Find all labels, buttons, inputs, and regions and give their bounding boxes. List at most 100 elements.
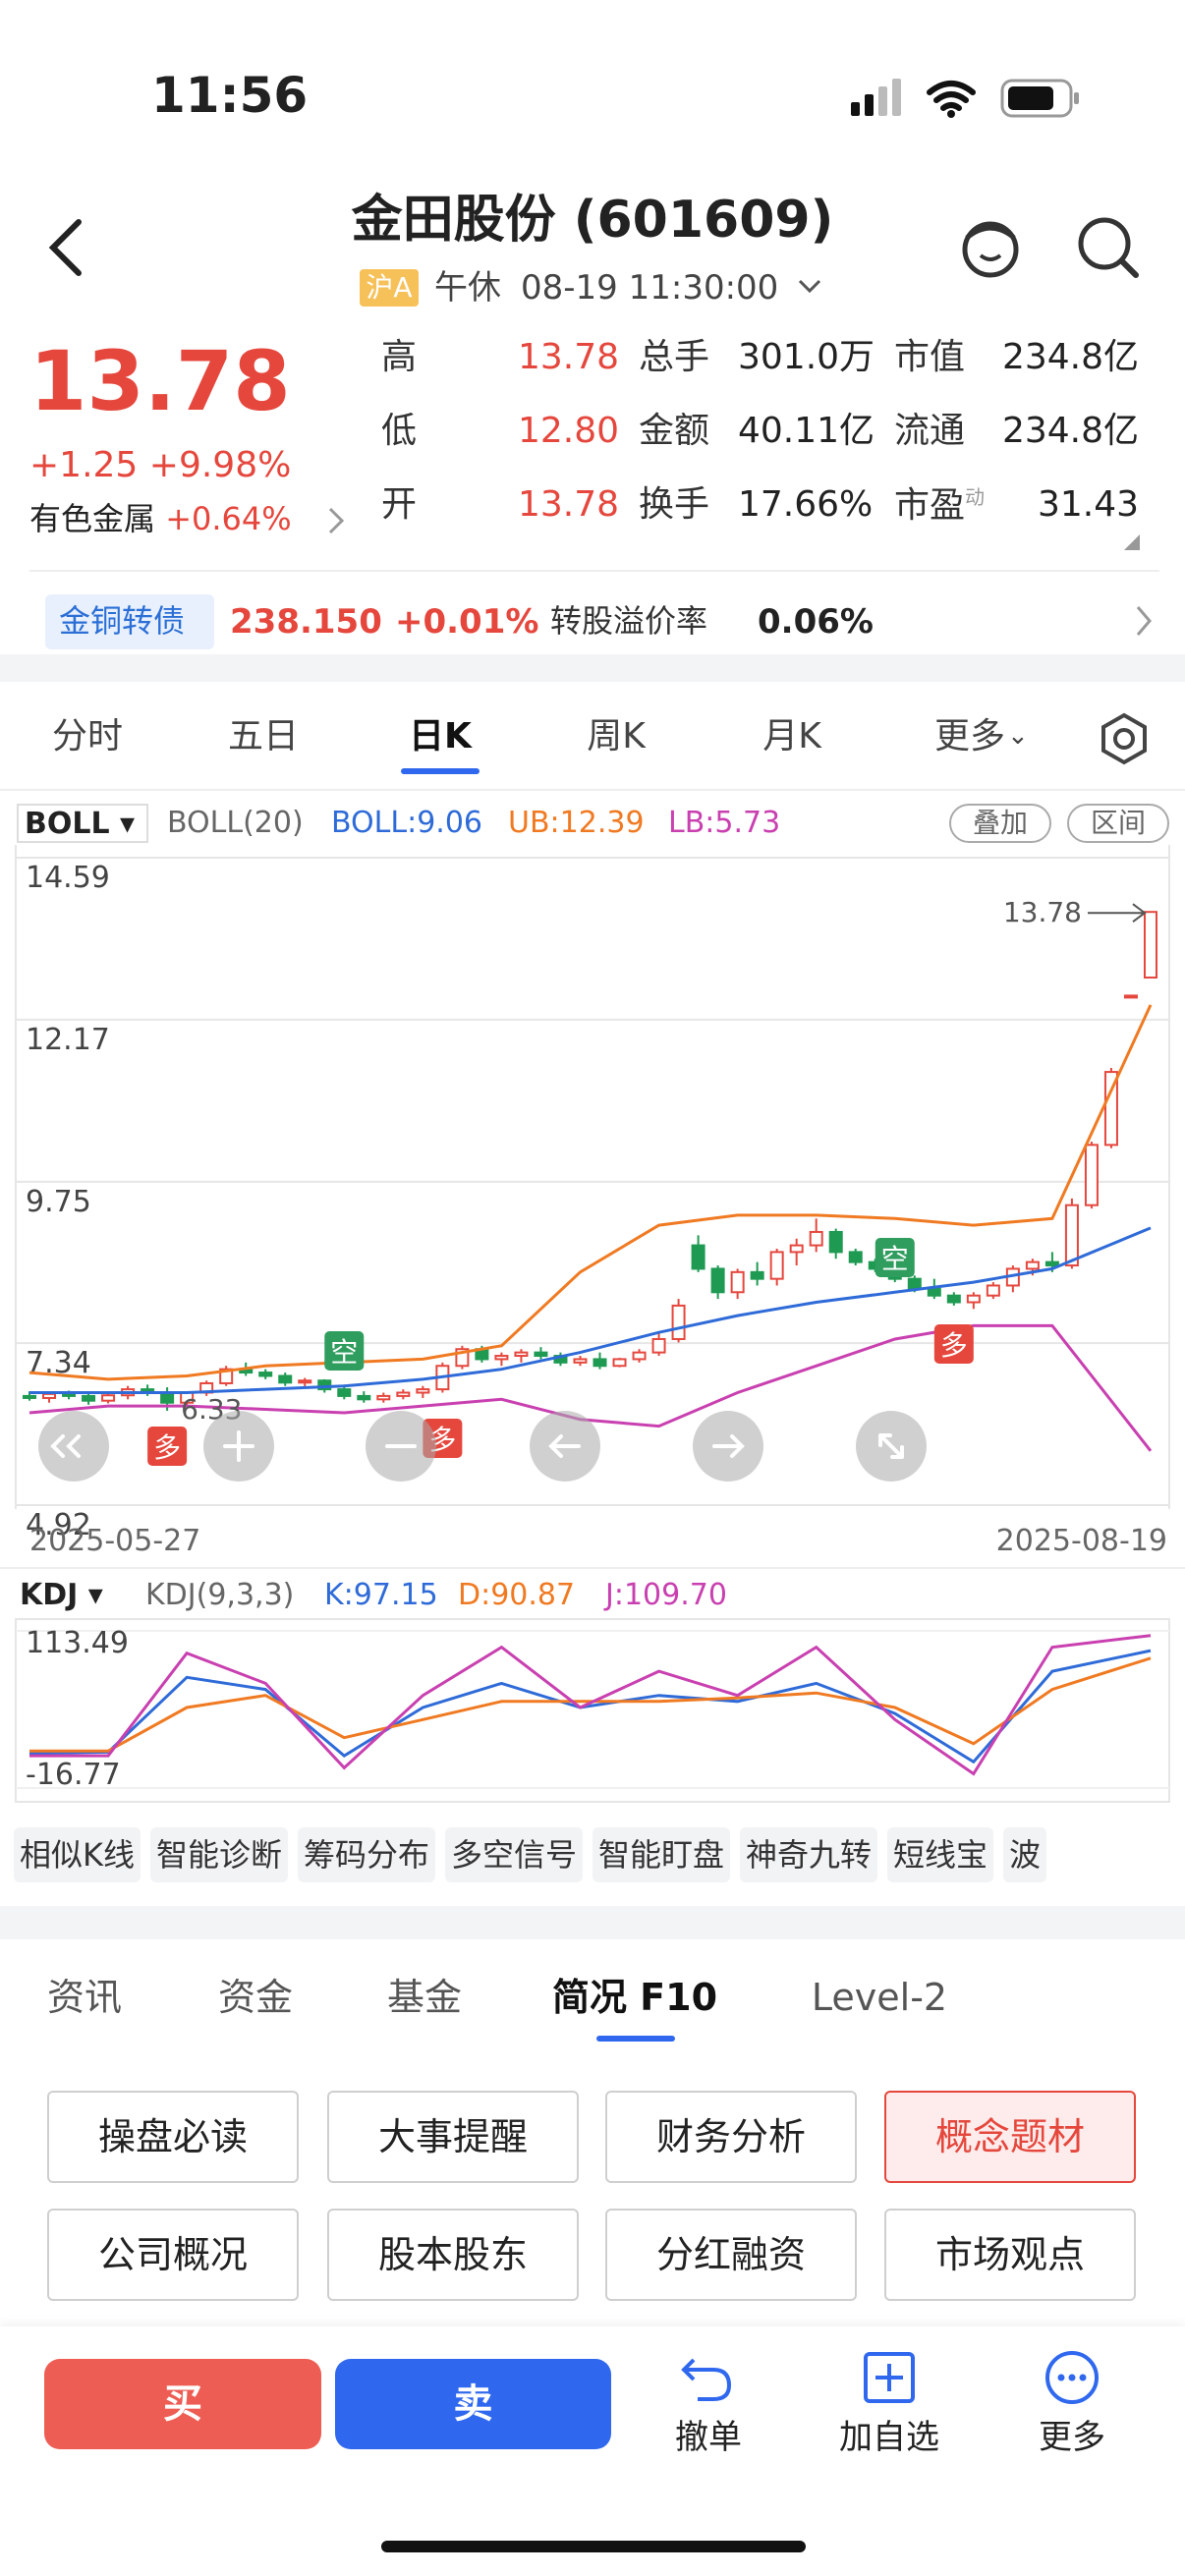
y-tick-label: -16.77 [26,1758,121,1792]
chart-tab[interactable]: 分时 [51,716,123,756]
candle-body [1103,1071,1118,1147]
candle-body [1123,994,1138,999]
sell-button[interactable]: 卖 [335,2359,611,2449]
candle-body [278,1374,293,1384]
range-button[interactable]: 区间 [1067,804,1169,843]
chart-tab[interactable]: 月K [762,716,821,756]
signal-tag [875,1238,915,1277]
date-start: 2025-05-27 [29,1524,200,1558]
chart-control[interactable] [38,1411,109,1482]
candle-body [592,1358,607,1368]
dropdown-icon [798,279,821,294]
signal-tag [324,1331,365,1371]
back-button[interactable] [39,216,98,279]
candle-body [1143,911,1157,979]
chart-tab[interactable]: 更多 [933,716,1005,756]
tool-chip[interactable]: 智能诊断 [150,1827,289,1882]
kdj-indicator: KDJ [20,1578,79,1612]
tool-chip[interactable]: 神奇九转 [740,1827,878,1882]
candle-body [828,1230,843,1254]
stat-label: 换手 [639,484,710,525]
indicator-select[interactable]: BOLL ▾ [17,804,148,843]
settings-icon[interactable] [1097,711,1152,766]
pe-sup: 动 [965,485,986,509]
watch-icon[interactable] [860,2348,919,2407]
f10-button[interactable]: 分红融资 [605,2209,857,2301]
date-end: 2025-08-19 [996,1524,1167,1558]
chart-tab[interactable]: 日K [409,716,472,756]
stat-value: 13.78 [518,484,620,525]
y-tick-label: 14.59 [26,861,110,895]
kdj-select[interactable]: KDJ ▾ [20,1578,103,1612]
buy-button[interactable]: 买 [44,2359,321,2449]
stat-label: 开 [381,484,418,525]
f10-button[interactable]: 大事提醒 [327,2091,579,2183]
tool-chip[interactable]: 多空信号 [445,1827,584,1882]
y-tick-label: 113.49 [26,1626,129,1660]
sector-row[interactable]: 有色金属 +0.64% [29,503,292,534]
high-label: 13.78 [1003,896,1082,928]
tab-caret: ⌄ [1007,721,1029,751]
tool-chip[interactable]: 波 [1003,1827,1047,1882]
f10-button[interactable]: 公司概况 [47,2209,299,2301]
f10-button[interactable]: 操盘必读 [47,2091,299,2183]
action-label[interactable]: 更多 [1039,2418,1105,2457]
chart-control-icon [712,1434,745,1458]
candle-body [789,1244,804,1254]
bond-tag-bg [45,594,214,649]
tool-chip[interactable]: 相似K线 [14,1827,141,1882]
overlay-button[interactable]: 叠加 [949,804,1051,843]
tab-underline [401,768,480,774]
candle-body [986,1284,1000,1297]
f10-button[interactable]: 财务分析 [605,2091,857,2183]
change-row: +1.25 +9.98% [29,448,291,483]
candle-body [927,1287,941,1297]
change: +1.25 [29,445,139,485]
action-label[interactable]: 加自选 [839,2418,939,2457]
f10-button[interactable]: 概念题材 [884,2091,1136,2183]
candle-body [907,1277,922,1290]
signal-tag [933,1324,974,1364]
f10-button[interactable]: 市场观点 [884,2209,1136,2301]
chart-control-icon [878,1433,904,1459]
datetime[interactable]: 08-19 11:30:00 [521,268,779,308]
chart-tab[interactable]: 五日 [227,716,299,756]
info-tab[interactable]: 简况 F10 [551,1976,718,2019]
candle-body [337,1388,352,1397]
separator [0,1906,1185,1939]
chart-tab[interactable]: 周K [587,716,646,756]
kdj-line [29,1634,1152,1776]
f10-button[interactable]: 股本股东 [327,2209,579,2301]
candle-body [396,1391,411,1397]
assistant-icon[interactable] [953,208,1032,287]
action-label[interactable]: 撤单 [675,2418,742,2457]
candle-body [612,1358,627,1368]
signal-label: 空 [881,1243,909,1275]
more-icon[interactable] [1043,2348,1101,2407]
cancel-icon[interactable] [678,2348,737,2407]
info-tab[interactable]: 资讯 [46,1976,122,2019]
home-indicator [381,2541,806,2552]
kdj-line [29,1656,1152,1753]
candle-body [23,1394,37,1399]
info-tab[interactable]: 基金 [386,1976,462,2019]
info-tab[interactable]: Level-2 [811,1976,948,2019]
stock-title: 金田股份 (601609) [351,191,834,250]
candle-body [376,1394,391,1401]
expand-mark [1124,534,1140,550]
candle-body [62,1392,77,1397]
signal-label: 多 [153,1431,181,1464]
y-tick-label: 9.75 [26,1185,91,1219]
info-tab[interactable]: 资金 [217,1976,293,2019]
tab-underline [596,2036,675,2042]
tool-chip[interactable]: 智能盯盘 [592,1827,731,1882]
bond-name[interactable]: 金铜转债 [59,602,186,640]
tool-chip[interactable]: 筹码分布 [298,1827,436,1882]
stat-value: 12.80 [518,411,620,451]
chart-control-icon [548,1434,581,1458]
chevron [328,507,345,534]
search-icon[interactable] [1071,210,1146,285]
tool-chip[interactable]: 短线宝 [887,1827,994,1882]
